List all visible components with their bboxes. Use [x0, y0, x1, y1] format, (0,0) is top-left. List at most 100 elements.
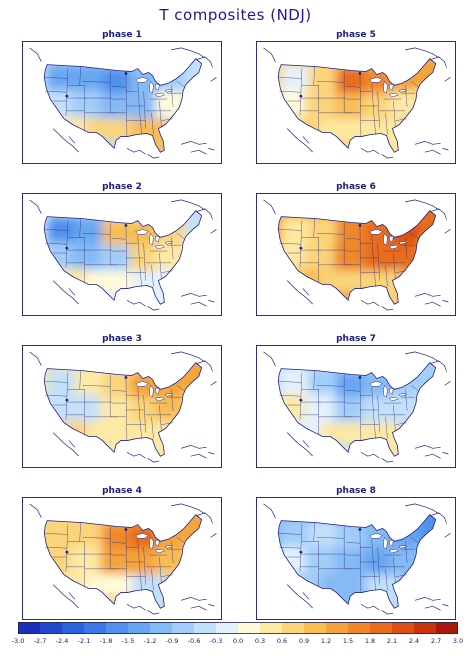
great-lake: [398, 544, 407, 549]
city-marker: [358, 224, 362, 227]
colorbar-tick-label: 2.4: [408, 637, 420, 645]
temperature-cell: [184, 362, 202, 390]
map-panel-phase-4: phase 4: [22, 485, 222, 620]
great-lake: [155, 236, 160, 243]
great-lake: [164, 392, 173, 397]
great-lake: [155, 388, 160, 395]
temperature-cell: [334, 93, 364, 119]
great-lake: [155, 84, 160, 91]
great-lake: [369, 229, 384, 235]
great-lake: [155, 540, 160, 547]
us-outline: [43, 362, 203, 457]
temperature-cell: [320, 270, 366, 293]
city-marker: [358, 528, 362, 531]
temperature-cell: [304, 546, 335, 574]
city-marker: [358, 72, 362, 75]
temperature-cell: [304, 90, 335, 118]
colorbar-swatch: [392, 622, 414, 634]
coastlines: [263, 351, 451, 463]
great-lake: [398, 240, 407, 245]
state-borders: [279, 370, 420, 441]
panel-title: phase 6: [336, 182, 376, 192]
us-map: [263, 199, 451, 311]
temperature-cell: [418, 514, 436, 542]
colorbar-tick-label: 0.0: [232, 637, 244, 645]
state-borders: [45, 370, 186, 441]
great-lake: [398, 392, 407, 397]
temperature-cell: [47, 64, 75, 91]
state-borders: [45, 66, 186, 137]
temperature-field: [278, 362, 436, 457]
temperature-cell: [334, 549, 364, 575]
great-lake: [383, 384, 388, 398]
colorbar-swatch: [216, 622, 238, 634]
temperature-cell: [74, 368, 103, 395]
us-outline: [277, 210, 437, 305]
city-marker: [65, 246, 69, 250]
temperature-cell: [320, 422, 366, 445]
temperature-cell: [74, 216, 103, 243]
colorbar-swatch: [326, 622, 348, 634]
temperature-cell: [418, 362, 436, 390]
temperature-cell: [47, 520, 75, 547]
great-lake: [155, 244, 165, 250]
great-lake: [135, 381, 150, 387]
great-lake: [389, 540, 394, 547]
map-frame: [22, 193, 222, 316]
great-lake: [155, 92, 165, 98]
city-marker: [358, 376, 362, 379]
colorbar-tick-label: 2.7: [430, 637, 442, 645]
great-lake: [135, 229, 150, 235]
colorbar-swatch: [260, 622, 282, 634]
us-outline: [43, 514, 203, 609]
us-outline: [43, 210, 203, 305]
temperature-field: [44, 58, 202, 153]
colorbar-swatch: [62, 622, 84, 634]
city-marker: [299, 246, 303, 250]
map-frame: [256, 193, 456, 316]
coastlines: [29, 199, 217, 311]
map-panel-phase-6: phase 6: [256, 181, 456, 316]
city-marker: [299, 398, 303, 402]
colorbar-tick-label: -1.2: [143, 637, 157, 645]
panel-title: phase 3: [102, 334, 142, 344]
temperature-cell: [336, 219, 364, 246]
temperature-field: [44, 210, 202, 305]
great-lake: [149, 384, 154, 398]
temperature-cell: [320, 118, 366, 141]
coastlines: [29, 351, 217, 463]
coastlines: [263, 503, 451, 615]
great-lake: [383, 80, 388, 94]
temperature-cell: [336, 67, 364, 94]
us-map: [263, 351, 451, 463]
colorbar-swatch: [106, 622, 128, 634]
temperature-cell: [70, 546, 101, 574]
panel-title: phase 5: [336, 30, 376, 40]
temperature-cell: [47, 368, 75, 395]
city-marker: [299, 94, 303, 98]
temperature-cell: [100, 397, 130, 423]
map-frame: [256, 41, 456, 164]
colorbar-tick-label: -1.5: [121, 637, 135, 645]
colorbar-tick-label: -0.3: [209, 637, 223, 645]
city-marker: [124, 224, 128, 227]
colorbar-tick-label: -0.6: [187, 637, 201, 645]
temperature-cell: [70, 394, 101, 422]
colorbar-tick-label: -0.9: [165, 637, 179, 645]
map-frame: [22, 345, 222, 468]
colorbar-tick-label: -2.4: [55, 637, 69, 645]
page-title: T composites (NDJ): [159, 6, 312, 24]
map-frame: [22, 41, 222, 164]
colorbar-swatch: [436, 622, 458, 634]
great-lake: [389, 92, 399, 98]
us-map: [29, 503, 217, 615]
temperature-field: [278, 210, 436, 305]
temperature-field: [278, 58, 436, 153]
panel-title: phase 7: [336, 334, 376, 344]
great-lake: [389, 236, 394, 243]
temperature-cell: [336, 371, 364, 398]
great-lake: [369, 77, 384, 83]
us-outline: [277, 514, 437, 609]
colorbar-swatch: [128, 622, 150, 634]
great-lake: [389, 388, 394, 395]
